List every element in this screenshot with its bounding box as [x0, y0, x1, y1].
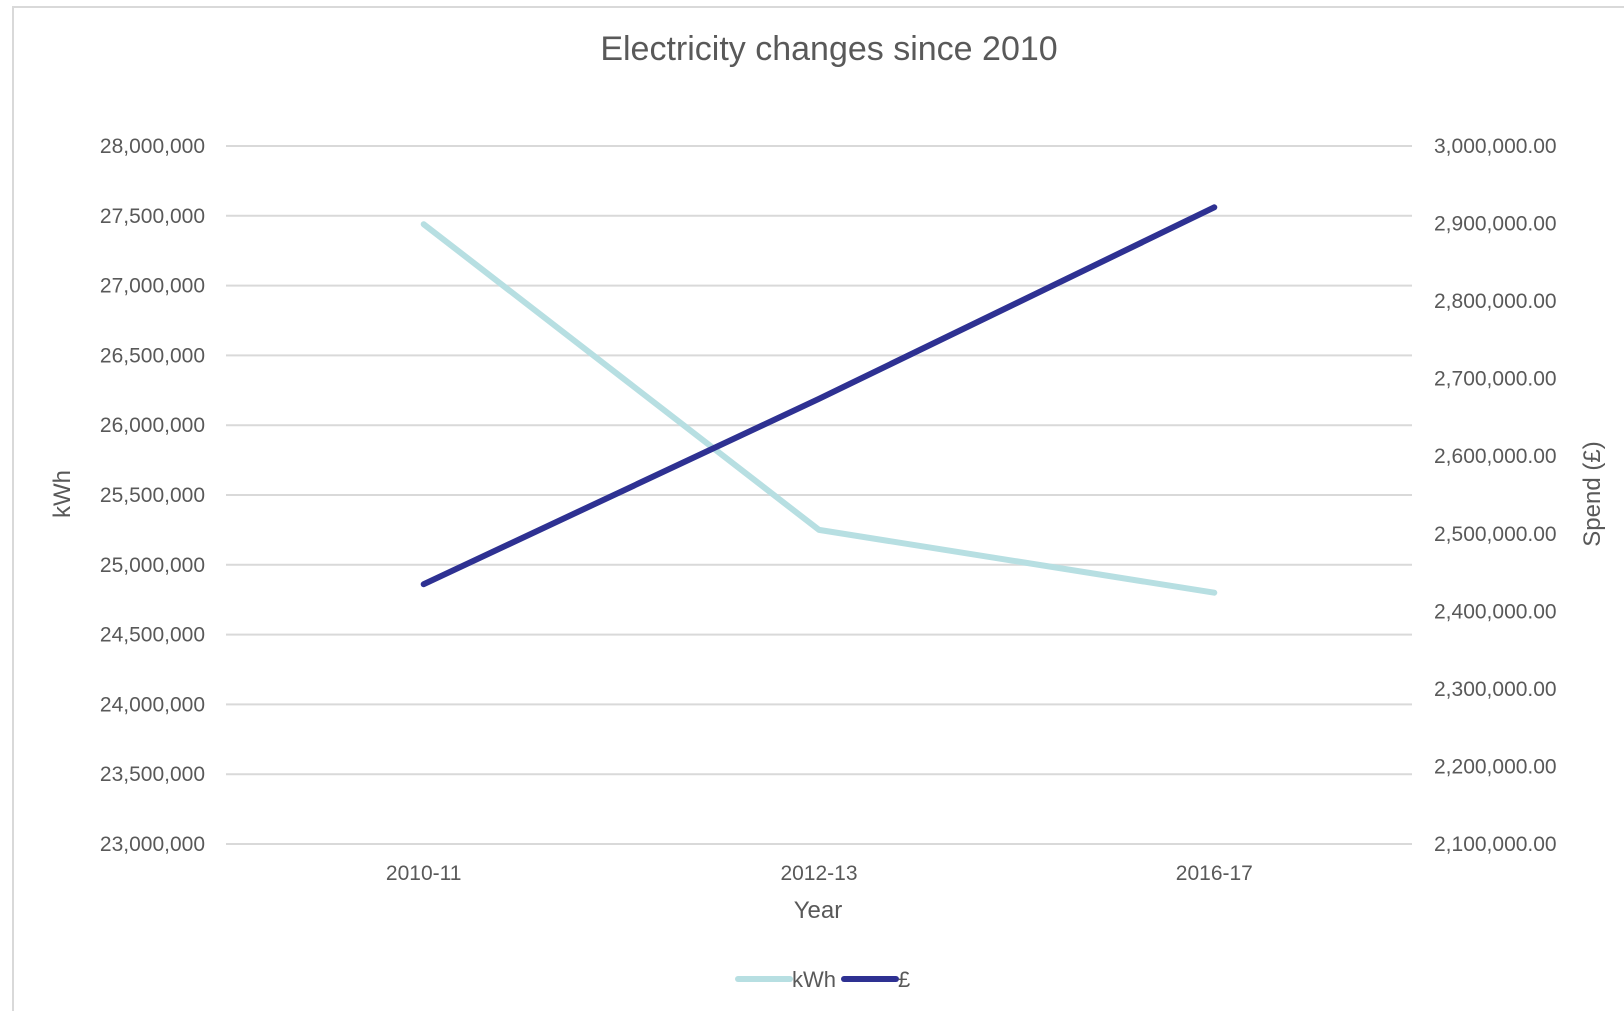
y-tick-label: 27,500,000	[100, 205, 205, 228]
series-lines	[420, 204, 1218, 596]
y-tick-label: 28,000,000	[100, 135, 205, 158]
y2-tick-label: 2,200,000.00	[1434, 755, 1557, 778]
legend-label: kWh	[792, 967, 836, 992]
series-line-spend	[420, 204, 1218, 588]
y2-tick-label: 2,800,000.00	[1434, 290, 1557, 313]
right-axis-ticks: 2,100,000.00 2,200,000.00 2,300,000.00 2,40…	[1434, 135, 1557, 856]
y2-tick-label: 3,000,000.00	[1434, 135, 1557, 158]
y-tick-label: 24,500,000	[100, 624, 205, 647]
y2-tick-label: 2,100,000.00	[1434, 833, 1557, 856]
legend-label: £	[898, 967, 910, 992]
x-axis-ticks: 2010-11 2012-13 2016-17	[386, 862, 1253, 885]
y-tick-label: 25,500,000	[100, 484, 205, 507]
series-line-kwh	[420, 221, 1218, 596]
chart-title: Electricity changes since 2010	[600, 30, 1057, 68]
legend: kWh £	[735, 967, 910, 992]
y2-tick-label: 2,600,000.00	[1434, 445, 1557, 468]
y2-tick-label: 2,700,000.00	[1434, 368, 1557, 391]
x-axis-label: Year	[794, 897, 843, 924]
y2-tick-label: 2,400,000.00	[1434, 600, 1557, 623]
y-tick-label: 26,000,000	[100, 414, 205, 437]
y-axis-label: kWh	[49, 470, 76, 518]
y2-tick-label: 2,300,000.00	[1434, 678, 1557, 701]
y-tick-label: 27,000,000	[100, 275, 205, 298]
y2-tick-label: 2,900,000.00	[1434, 213, 1557, 236]
y-tick-label: 23,500,000	[100, 763, 205, 786]
x-tick-label: 2016-17	[1176, 862, 1253, 885]
left-axis-ticks: 23,000,000 23,500,000 24,000,000 24,500,000…	[100, 135, 205, 856]
gridlines	[226, 145, 1412, 845]
x-tick-label: 2012-13	[780, 862, 857, 885]
x-tick-label: 2010-11	[386, 862, 462, 885]
y2-tick-label: 2,500,000.00	[1434, 523, 1557, 546]
y-tick-label: 26,500,000	[100, 344, 205, 367]
y-tick-label: 25,000,000	[100, 554, 205, 577]
y2-axis-label: Spend (£)	[1579, 441, 1606, 546]
y-tick-label: 24,000,000	[100, 693, 205, 716]
y-tick-label: 23,000,000	[100, 833, 205, 856]
